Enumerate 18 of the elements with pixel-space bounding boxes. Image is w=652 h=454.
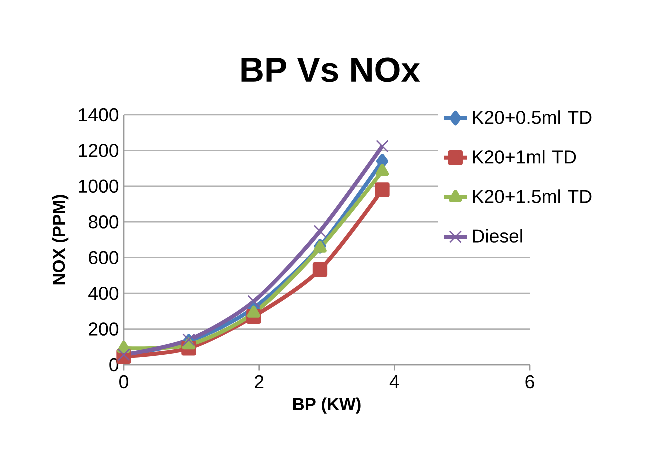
y-tick-label: 1200 (79, 144, 119, 158)
y-tick-label: 1400 (79, 108, 119, 122)
y-axis-title: NOX (PPM) (52, 195, 69, 285)
legend-label: K20+1ml TD (473, 150, 576, 164)
x-tick-label: 6 (526, 375, 534, 389)
y-tick-label: 1000 (79, 180, 119, 194)
y-tick-label: 200 (89, 322, 119, 336)
legend-label: K20+0.5ml TD (473, 110, 592, 124)
y-tick-label: 600 (89, 251, 119, 264)
x-tick-label: 2 (255, 375, 264, 388)
y-tick-label: 400 (88, 286, 119, 300)
x-tick-label: 4 (390, 375, 400, 388)
y-tick-label: 800 (88, 216, 119, 229)
x-tick-label: 0 (120, 375, 128, 389)
chart-title: BP Vs NOx (242, 58, 420, 82)
x-axis-title: BP (KW) (293, 398, 361, 414)
legend-label: K20+1.5ml TD (473, 190, 592, 204)
legend-label: Diesel (473, 229, 522, 243)
